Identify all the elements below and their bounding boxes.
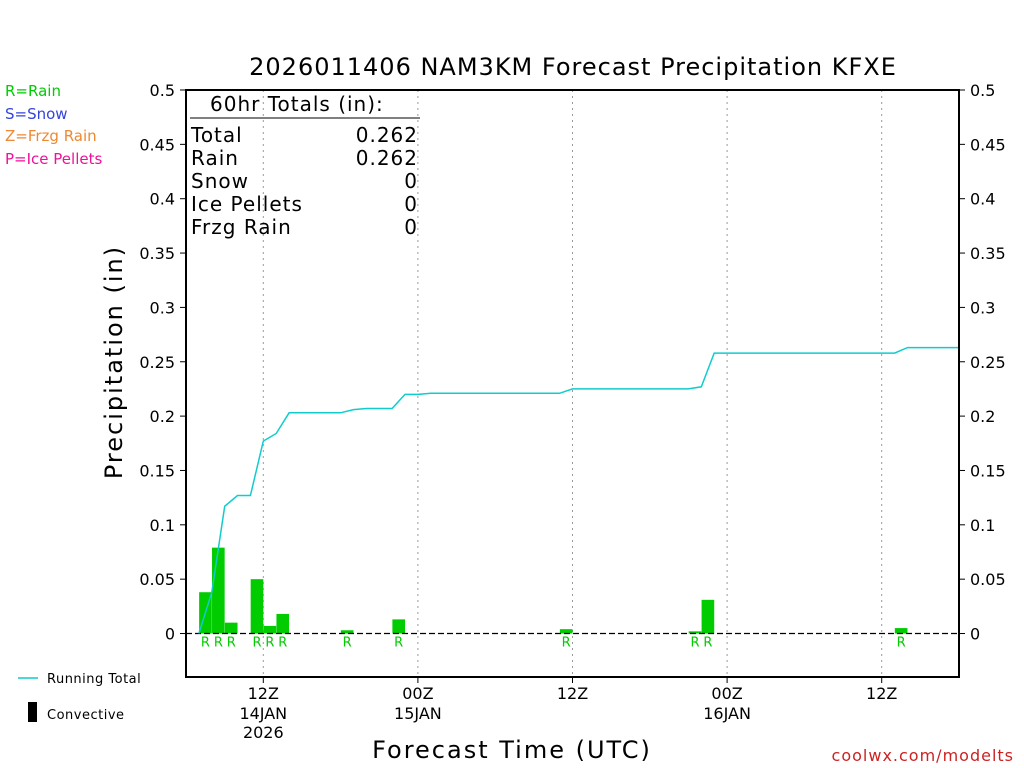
legend-frzg-rain: Z=Frzg Rain (5, 127, 97, 145)
y-tick-label-left: 0.2 (150, 407, 175, 426)
y-tick-label-left: 0.1 (150, 516, 175, 535)
y-axis-ticks: 0 00.05 0.050.1 0.10.15 0.150.2 0.20.25 0.250.… (139, 81, 1005, 644)
y-axis-label: Precipitation (in) (100, 245, 128, 479)
y-tick-label-left: 0.35 (139, 244, 175, 263)
x-tick-label: 00Z (711, 684, 742, 703)
precip-type-label: R (897, 636, 906, 651)
plot-frame (185, 89, 960, 678)
totals-heading: 60hr Totals (in): (210, 92, 384, 116)
precip-bar (688, 631, 702, 634)
running-total-line (198, 346, 959, 634)
y-tick-label-left: 0.05 (139, 570, 175, 589)
precip-bar (701, 599, 715, 634)
y-tick-label-right: 0.5 (970, 81, 995, 100)
legend-snow: S=Snow (5, 105, 68, 123)
precip-type-label: R (690, 636, 699, 651)
legend-running-total: Running Total (47, 672, 141, 687)
precip-bar (250, 579, 264, 634)
convective-legend-swatch (28, 702, 37, 722)
y-tick-label-left: 0.45 (139, 135, 175, 154)
totals-value-total: 0.262 (356, 123, 418, 147)
y-tick-label-right: 0.05 (970, 570, 1006, 589)
totals-label-rain: Rain (191, 146, 239, 170)
y-tick-label-right: 0.4 (970, 190, 995, 209)
precip-bar (392, 619, 406, 634)
y-tick-label-right: 0.3 (970, 298, 995, 317)
y-tick-label-left: 0.25 (139, 353, 175, 372)
precip-bar (559, 629, 573, 634)
totals-value-frzg-rain: 0 (404, 215, 418, 239)
precip-bar (224, 622, 238, 634)
y-tick-label-left: 0.3 (150, 298, 175, 317)
totals-label-snow: Snow (191, 169, 249, 193)
precip-bar (263, 625, 277, 634)
precip-type-legend: R=Rain S=Snow Z=Frzg Rain P=Ice Pellets (5, 82, 102, 168)
x-tick-label: 12Z (557, 684, 588, 703)
x-tick-label: 12Z (248, 684, 279, 703)
x-tick-label: 12Z (866, 684, 897, 703)
precip-bar (212, 547, 225, 634)
y-tick-label-right: 0.1 (970, 516, 995, 535)
totals-value-rain: 0.262 (356, 146, 418, 170)
totals-label-total: Total (190, 123, 243, 147)
precip-type-label: R (227, 636, 236, 651)
x-axis-label: Forecast Time (UTC) (372, 736, 652, 764)
running-total-polyline (198, 346, 959, 634)
x-tick-date: 15JAN (394, 704, 442, 723)
x-tick-date: 16JAN (703, 704, 751, 723)
precip-bar (894, 628, 908, 634)
y-tick-label-right: 0.15 (970, 461, 1006, 480)
precip-type-label: R (703, 636, 712, 651)
legend-ice-pellets: P=Ice Pellets (5, 150, 102, 168)
series-legend: Running Total Convective (18, 672, 141, 723)
grid-lines (262, 90, 883, 677)
y-tick-label-left: 0.15 (139, 461, 175, 480)
legend-rain: R=Rain (5, 82, 61, 100)
legend-convective: Convective (47, 708, 125, 723)
precip-type-label: R (394, 636, 403, 651)
y-tick-label-right: 0.2 (970, 407, 995, 426)
precip-bar (340, 630, 354, 634)
y-tick-label-left: 0.4 (150, 190, 175, 209)
totals-label-ice-pellets: Ice Pellets (191, 192, 303, 216)
precip-bar (276, 613, 290, 634)
precip-type-label: R (265, 636, 274, 651)
precip-type-label: R (214, 636, 223, 651)
y-tick-label-right: 0 (970, 625, 980, 644)
y-tick-label-left: 0.5 (150, 81, 175, 100)
totals-value-snow: 0 (404, 169, 418, 193)
precip-type-label: R (252, 636, 261, 651)
precip-type-label: R (278, 636, 287, 651)
totals-box: 60hr Totals (in): Total 0.262 Rain 0.262… (190, 92, 420, 239)
totals-value-ice-pellets: 0 (404, 192, 418, 216)
x-tick-year: 2026 (243, 723, 284, 742)
site-credit: coolwx.com/modelts (832, 746, 1014, 765)
x-tick-label: 00Z (402, 684, 433, 703)
x-tick-date: 14JAN (239, 704, 287, 723)
y-tick-label-right: 0.45 (970, 135, 1006, 154)
y-tick-label-left: 0 (165, 625, 175, 644)
precip-bars (186, 547, 959, 635)
y-tick-label-right: 0.25 (970, 353, 1006, 372)
y-tick-label-right: 0.35 (970, 244, 1006, 263)
precip-type-label: R (343, 636, 352, 651)
chart-title: 2026011406 NAM3KM Forecast Precipitation… (249, 53, 897, 81)
totals-label-frzg-rain: Frzg Rain (191, 215, 292, 239)
precip-type-label: R (562, 636, 571, 651)
precip-type-label: R (201, 636, 210, 651)
